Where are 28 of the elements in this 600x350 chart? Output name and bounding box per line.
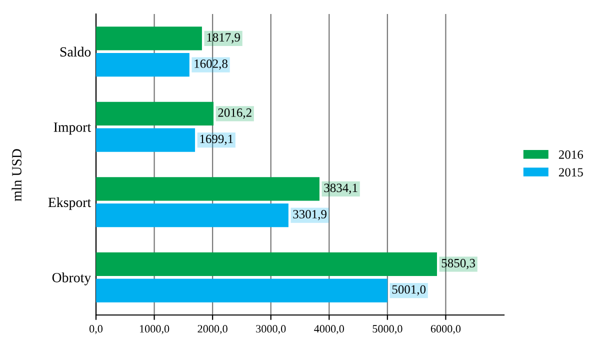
data-label: 1602,8 xyxy=(194,59,228,70)
data-label: 2016,2 xyxy=(218,108,252,119)
bar xyxy=(96,26,202,50)
bar xyxy=(96,177,320,201)
x-tick-label: 4000,0 xyxy=(314,325,344,334)
x-tick-label: 0,0 xyxy=(89,325,103,334)
x-tick-label: 2000,0 xyxy=(198,325,228,334)
y-tick-label: Import xyxy=(54,122,92,135)
bar xyxy=(96,203,288,228)
y-axis-title: mln USD xyxy=(12,149,22,202)
data-label: 1817,9 xyxy=(207,33,240,44)
x-tick-label: 1000,0 xyxy=(140,325,170,334)
data-label: 3834,1 xyxy=(324,184,358,194)
bar xyxy=(96,278,388,302)
bar xyxy=(96,52,190,77)
x-tick-label: 6000,0 xyxy=(430,325,461,334)
data-label: 5001,0 xyxy=(392,285,426,296)
y-tick-label: Eksport xyxy=(48,197,92,210)
bar xyxy=(96,252,437,276)
y-tick-label: Obroty xyxy=(52,272,92,286)
data-label: 5850,3 xyxy=(442,258,476,270)
legend-label: 2015 xyxy=(558,168,583,176)
x-tick-label: 3000,0 xyxy=(256,325,286,334)
data-label: 3301,9 xyxy=(293,210,326,220)
data-label: 1699,1 xyxy=(200,134,233,145)
legend-label: 2016 xyxy=(558,150,584,159)
x-tick-label: 5000,0 xyxy=(372,325,402,334)
y-tick-label: Saldo xyxy=(60,46,91,57)
